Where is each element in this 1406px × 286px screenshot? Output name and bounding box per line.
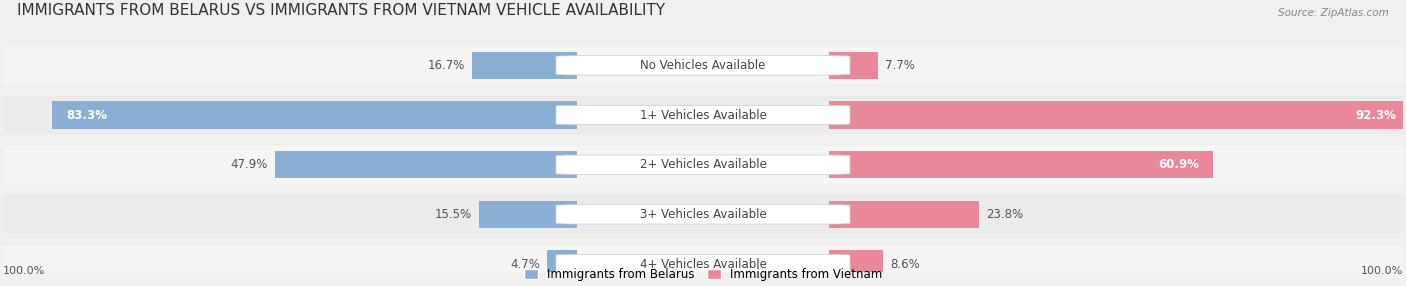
Text: 1+ Vehicles Available: 1+ Vehicles Available	[640, 108, 766, 122]
Text: 92.3%: 92.3%	[1355, 108, 1396, 122]
FancyBboxPatch shape	[0, 96, 1406, 134]
Text: 100.0%: 100.0%	[1361, 265, 1403, 275]
Bar	[830, 52, 877, 79]
Legend: Immigrants from Belarus, Immigrants from Vietnam: Immigrants from Belarus, Immigrants from…	[519, 264, 887, 286]
Text: Source: ZipAtlas.com: Source: ZipAtlas.com	[1278, 8, 1389, 18]
FancyBboxPatch shape	[0, 46, 1406, 84]
Bar	[830, 201, 979, 228]
Text: 83.3%: 83.3%	[66, 108, 107, 122]
FancyBboxPatch shape	[555, 254, 851, 274]
Bar	[276, 151, 576, 178]
Bar	[472, 52, 576, 79]
FancyBboxPatch shape	[0, 195, 1406, 233]
Bar	[830, 151, 1213, 178]
Text: IMMIGRANTS FROM BELARUS VS IMMIGRANTS FROM VIETNAM VEHICLE AVAILABILITY: IMMIGRANTS FROM BELARUS VS IMMIGRANTS FR…	[17, 3, 665, 18]
Text: 4.7%: 4.7%	[510, 258, 540, 271]
Text: 4+ Vehicles Available: 4+ Vehicles Available	[640, 258, 766, 271]
Text: 47.9%: 47.9%	[231, 158, 269, 171]
Text: 8.6%: 8.6%	[890, 258, 920, 271]
Text: No Vehicles Available: No Vehicles Available	[640, 59, 766, 72]
Text: 7.7%: 7.7%	[884, 59, 914, 72]
FancyBboxPatch shape	[0, 245, 1406, 283]
FancyBboxPatch shape	[0, 146, 1406, 184]
Bar	[830, 101, 1406, 129]
Bar	[830, 250, 883, 278]
Bar	[547, 250, 576, 278]
Text: 16.7%: 16.7%	[427, 59, 465, 72]
Bar	[52, 101, 576, 129]
Text: 3+ Vehicles Available: 3+ Vehicles Available	[640, 208, 766, 221]
FancyBboxPatch shape	[555, 155, 851, 174]
Text: 2+ Vehicles Available: 2+ Vehicles Available	[640, 158, 766, 171]
FancyBboxPatch shape	[555, 205, 851, 224]
FancyBboxPatch shape	[555, 105, 851, 125]
Text: 100.0%: 100.0%	[3, 265, 45, 275]
Text: 23.8%: 23.8%	[986, 208, 1024, 221]
Text: 60.9%: 60.9%	[1157, 158, 1199, 171]
Text: 15.5%: 15.5%	[434, 208, 472, 221]
FancyBboxPatch shape	[555, 56, 851, 75]
Bar	[479, 201, 576, 228]
